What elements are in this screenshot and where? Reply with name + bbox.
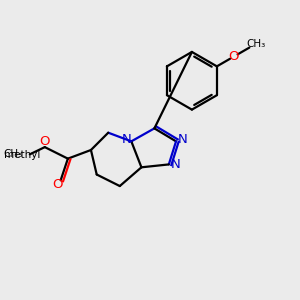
Text: N: N (121, 133, 131, 146)
Text: CH₃: CH₃ (3, 149, 22, 159)
Text: CH₃: CH₃ (247, 39, 266, 49)
Text: O: O (52, 178, 63, 191)
Text: methyl: methyl (4, 150, 40, 160)
Text: O: O (228, 50, 238, 64)
Text: N: N (178, 133, 187, 146)
Text: N: N (170, 158, 180, 172)
Text: O: O (39, 135, 50, 148)
